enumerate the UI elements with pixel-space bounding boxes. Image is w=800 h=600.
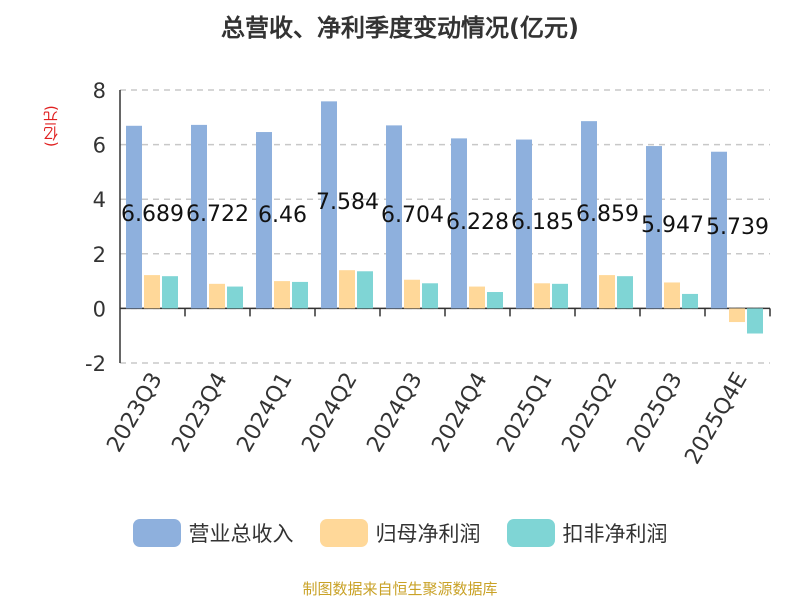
- bar: [711, 151, 727, 309]
- bar: [162, 276, 178, 309]
- bar: [209, 283, 225, 309]
- y-tick-label: 8: [93, 79, 106, 103]
- data-label: 6.722: [186, 202, 249, 227]
- bar: [747, 308, 763, 334]
- bar: [191, 124, 207, 309]
- bar: [581, 121, 597, 309]
- legend-item[interactable]: 营业总收入: [132, 518, 294, 548]
- data-label: 6.859: [576, 202, 639, 227]
- bar: [664, 282, 680, 309]
- y-tick-label: 4: [93, 188, 106, 212]
- legend-label: 营业总收入: [188, 522, 294, 546]
- bar: [599, 275, 615, 309]
- bar: [274, 281, 290, 309]
- bar: [144, 275, 160, 309]
- bar: [682, 293, 698, 309]
- data-label: 6.185: [511, 210, 574, 235]
- bar: [451, 138, 467, 309]
- bar: [552, 283, 568, 309]
- x-tick-label: 2025Q3: [622, 369, 687, 457]
- bar: [422, 283, 438, 309]
- bar: [469, 286, 485, 309]
- bar: [516, 139, 532, 309]
- bar: [646, 146, 662, 309]
- bar: [292, 281, 308, 309]
- bar: [617, 276, 633, 309]
- x-tick-label: 2023Q3: [102, 369, 167, 457]
- source-note: 制图数据来自恒生聚源数据库: [302, 580, 498, 598]
- data-label: 7.584: [316, 190, 379, 215]
- legend-label: 归母净利润: [375, 522, 481, 546]
- x-tick-label: 2024Q2: [297, 369, 362, 457]
- bar: [339, 270, 355, 309]
- y-tick-label: 6: [93, 134, 106, 158]
- data-label: 5.739: [706, 215, 769, 240]
- x-tick-label: 2024Q1: [232, 369, 297, 457]
- bar: [126, 125, 142, 309]
- data-label: 6.704: [381, 203, 444, 228]
- legend-label: 扣非净利润: [562, 522, 668, 546]
- legend-swatch: [506, 519, 555, 547]
- y-tick-label: 0: [93, 297, 106, 321]
- x-tick-label: 2025Q4E: [680, 369, 752, 469]
- chart-title: 总营收、净利季度变动情况(亿元): [221, 14, 579, 42]
- legend-swatch: [319, 519, 368, 547]
- bar: [729, 308, 745, 323]
- data-label: 6.689: [121, 202, 184, 227]
- legend-item[interactable]: 扣非净利润: [506, 518, 668, 548]
- bar: [404, 279, 420, 309]
- data-label: 6.228: [446, 210, 509, 235]
- y-tick-label: -2: [85, 352, 106, 376]
- legend-item[interactable]: 归母净利润: [319, 518, 481, 548]
- x-tick-label: 2024Q4: [427, 369, 492, 457]
- bar: [386, 125, 402, 309]
- bar: [227, 286, 243, 309]
- x-tick-label: 2025Q2: [557, 369, 622, 457]
- data-label: 6.46: [258, 203, 307, 228]
- x-tick-label: 2024Q3: [362, 369, 427, 457]
- data-label: 5.947: [641, 213, 704, 238]
- bar: [321, 101, 337, 309]
- bar: [534, 283, 550, 309]
- legend: 营业总收入 归母净利润 扣非净利润: [0, 518, 800, 548]
- x-tick-label: 2023Q4: [167, 369, 232, 457]
- y-tick-label: 2: [93, 243, 106, 267]
- x-tick-label: 2025Q1: [492, 369, 557, 457]
- bar: [256, 132, 272, 309]
- bar: [487, 292, 503, 309]
- bar: [357, 271, 373, 309]
- legend-swatch: [132, 519, 181, 547]
